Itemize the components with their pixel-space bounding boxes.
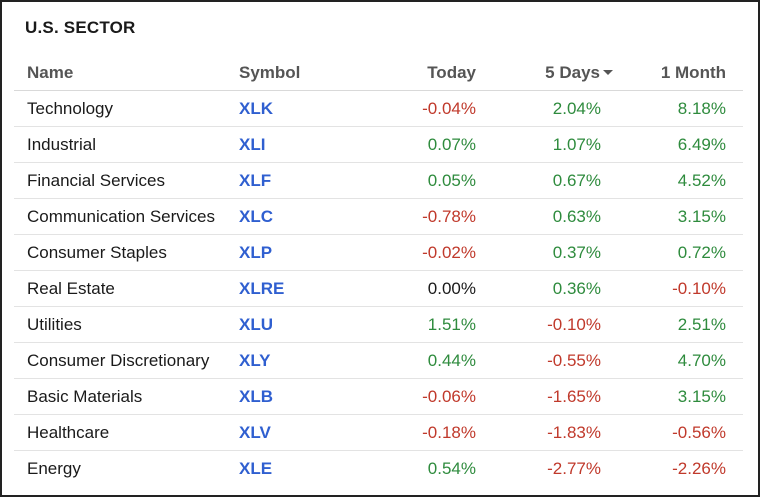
table-row: Communication Services XLC -0.78% 0.63% 3.15…: [14, 199, 743, 235]
five-day-change: 0.36%: [552, 279, 601, 298]
five-day-change: -2.77%: [547, 459, 601, 478]
panel-title: U.S. SECTOR: [25, 18, 136, 37]
table-row: Technology XLK -0.04% 2.04% 8.18%: [14, 91, 743, 127]
header-5-days-sort[interactable]: 5 Days: [545, 63, 613, 83]
today-change: 1.51%: [427, 315, 476, 334]
symbol-link[interactable]: XLI: [239, 135, 266, 154]
table-row: Industrial XLI 0.07% 1.07% 6.49%: [14, 127, 743, 163]
table-row: Real Estate XLRE 0.00% 0.36% -0.10%: [14, 271, 743, 307]
sector-name: Real Estate: [27, 279, 115, 298]
five-day-change: -1.65%: [547, 387, 601, 406]
one-month-change: 8.18%: [677, 99, 726, 118]
table-row: Healthcare XLV -0.18% -1.83% -0.56%: [14, 415, 743, 451]
sector-name: Energy: [27, 459, 81, 478]
today-change: 0.54%: [427, 459, 476, 478]
sector-name: Basic Materials: [27, 387, 143, 406]
one-month-change: -0.56%: [672, 423, 726, 442]
symbol-link[interactable]: XLY: [239, 351, 271, 370]
symbol-link[interactable]: XLU: [239, 315, 273, 334]
today-change: 0.00%: [427, 279, 476, 298]
sector-name: Utilities: [27, 315, 82, 334]
table-row: Basic Materials XLB -0.06% -1.65% 3.15%: [14, 379, 743, 415]
today-change: 0.44%: [427, 351, 476, 370]
today-change: -0.18%: [422, 423, 476, 442]
sector-name: Technology: [27, 99, 114, 118]
symbol-link[interactable]: XLF: [239, 171, 272, 190]
five-day-change: -0.10%: [547, 315, 601, 334]
today-change: -0.04%: [422, 99, 476, 118]
sector-name: Communication Services: [27, 207, 216, 226]
one-month-change: 0.72%: [677, 243, 726, 262]
today-change: 0.07%: [427, 135, 476, 154]
sector-name: Healthcare: [27, 423, 110, 442]
sector-name: Consumer Staples: [27, 243, 167, 262]
five-day-change: -1.83%: [547, 423, 601, 442]
table-row: Utilities XLU 1.51% -0.10% 2.51%: [14, 307, 743, 343]
table-row: Financial Services XLF 0.05% 0.67% 4.52%: [14, 163, 743, 199]
header-today: Today: [427, 63, 476, 82]
one-month-change: 3.15%: [677, 207, 726, 226]
header-5-days-label: 5 Days: [545, 63, 600, 82]
symbol-link[interactable]: XLP: [239, 243, 273, 262]
five-day-change: 1.07%: [552, 135, 601, 154]
table-row: Energy XLE 0.54% -2.77% -2.26%: [14, 451, 743, 486]
five-day-change: 2.04%: [552, 99, 601, 118]
header-symbol: Symbol: [239, 63, 301, 82]
symbol-link[interactable]: XLRE: [239, 279, 285, 298]
five-day-change: 0.67%: [552, 171, 601, 190]
one-month-change: 3.15%: [677, 387, 726, 406]
sector-name: Financial Services: [27, 171, 165, 190]
table-row: Consumer Discretionary XLY 0.44% -0.55% 4.70…: [14, 343, 743, 379]
one-month-change: -2.26%: [672, 459, 726, 478]
five-day-change: 0.37%: [552, 243, 601, 262]
one-month-change: 4.52%: [677, 171, 726, 190]
symbol-link[interactable]: XLB: [239, 387, 273, 406]
today-change: 0.05%: [427, 171, 476, 190]
sector-name: Industrial: [27, 135, 96, 154]
header-name: Name: [27, 63, 74, 82]
one-month-change: 2.51%: [677, 315, 726, 334]
five-day-change: -0.55%: [547, 351, 601, 370]
one-month-change: -0.10%: [672, 279, 726, 298]
header-1-month: 1 Month: [660, 63, 726, 82]
today-change: -0.78%: [422, 207, 476, 226]
today-change: -0.06%: [422, 387, 476, 406]
symbol-link[interactable]: XLK: [239, 99, 273, 118]
table-row: Consumer Staples XLP -0.02% 0.37% 0.72%: [14, 235, 743, 271]
table-header: Name Symbol Today 5 Days 1 Month: [14, 54, 743, 91]
today-change: -0.02%: [422, 243, 476, 262]
one-month-change: 6.49%: [677, 135, 726, 154]
symbol-link[interactable]: XLV: [239, 423, 271, 442]
symbol-link[interactable]: XLC: [239, 207, 273, 226]
sector-name: Consumer Discretionary: [27, 351, 210, 370]
table-body: Technology XLK -0.04% 2.04% 8.18% Industrial X…: [14, 91, 743, 486]
five-day-change: 0.63%: [552, 207, 601, 226]
symbol-link[interactable]: XLE: [239, 459, 273, 478]
one-month-change: 4.70%: [677, 351, 726, 370]
caret-down-icon: [603, 70, 613, 75]
